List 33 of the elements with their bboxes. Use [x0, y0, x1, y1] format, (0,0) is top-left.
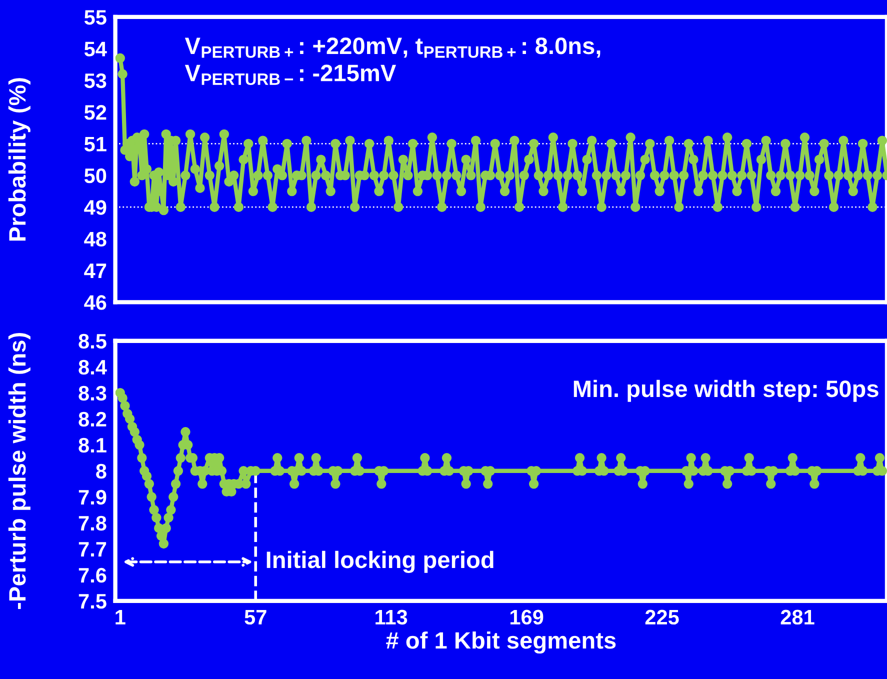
- y-tick-label: 7.8: [78, 516, 106, 531]
- y-tick-label: 53: [84, 73, 106, 88]
- x-tick-label: 225: [645, 610, 679, 625]
- annotation: Min. pulse width step: 50ps: [574, 380, 878, 402]
- y-tick-label: 52: [84, 105, 106, 120]
- y-tick-label: 7.9: [78, 490, 106, 505]
- x-axis-title: # of 1 Kbit segments: [386, 631, 616, 654]
- y-tick-label: 8.5: [78, 334, 106, 349]
- x-tick-label: 169: [510, 610, 544, 625]
- y-tick-label: 47: [84, 264, 106, 278]
- x-tick-label: 57: [244, 610, 266, 625]
- y-tick-label: 54: [84, 42, 107, 56]
- text: V$_{PERTURB+}$: +220mV, t$_{PERTURB+}$: 8.0ns, V$_{PERTURB−}$: -215mV: [184, 38, 600, 86]
- y-tick-label: 8.4: [78, 360, 107, 375]
- y-tick-label: 8.1: [78, 438, 106, 453]
- y-tick-label: 49: [84, 200, 106, 215]
- y-tick-label: 51: [84, 136, 106, 152]
- y-tick-label: 48: [84, 232, 106, 247]
- y-tick-label: 7.5: [78, 594, 106, 609]
- y-axis-title: Probability (%): [8, 78, 30, 241]
- y-tick-label: 7.6: [78, 568, 106, 583]
- x-tick-label: 1: [116, 610, 126, 624]
- y-axis-title: -Perturb pulse width (ns): [8, 333, 30, 609]
- y-tick-label: 46: [84, 295, 106, 310]
- ref-line-label: Initial locking period: [266, 550, 494, 573]
- x-tick-label: 281: [780, 610, 814, 625]
- y-tick-label: 8: [96, 464, 106, 479]
- x-tick-label: 113: [376, 610, 408, 625]
- y-tick-label: 8.3: [78, 386, 106, 401]
- y-tick-label: 7.7: [78, 542, 106, 556]
- y-tick-label: 50: [84, 168, 106, 184]
- y-tick-label: 8.2: [78, 412, 106, 427]
- y-tick-label: 55: [84, 10, 106, 25]
